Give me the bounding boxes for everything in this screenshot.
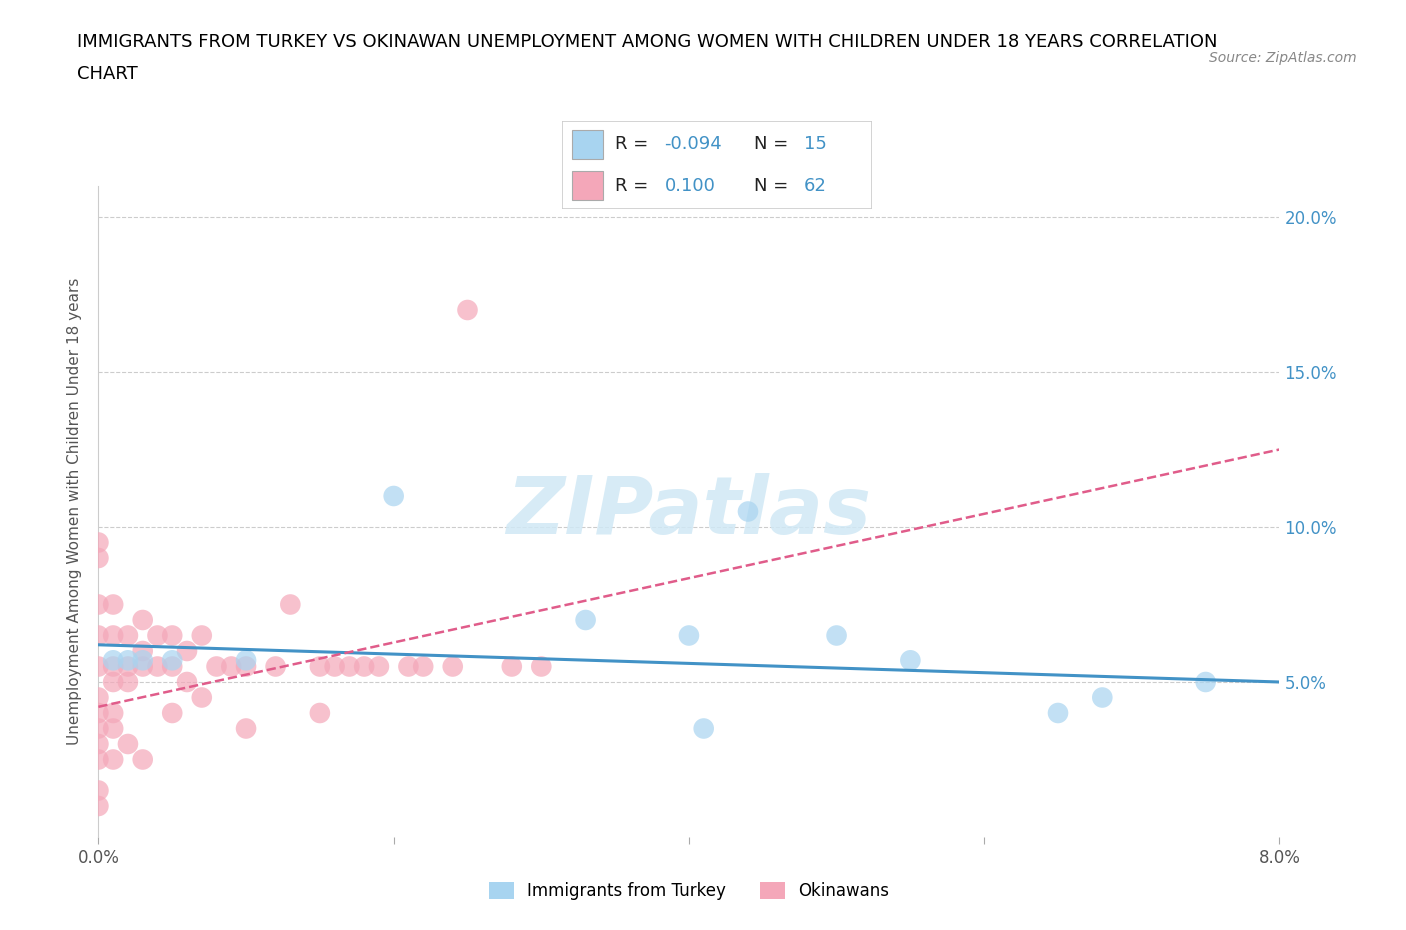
FancyBboxPatch shape bbox=[562, 121, 872, 209]
Point bbox=[103, 674, 125, 689]
Point bbox=[308, 706, 332, 721]
Text: 0.100: 0.100 bbox=[665, 178, 716, 195]
Point bbox=[117, 674, 139, 689]
Point bbox=[396, 659, 419, 674]
Point bbox=[87, 551, 110, 565]
Point bbox=[382, 488, 405, 503]
Point bbox=[501, 659, 523, 674]
Text: IMMIGRANTS FROM TURKEY VS OKINAWAN UNEMPLOYMENT AMONG WOMEN WITH CHILDREN UNDER : IMMIGRANTS FROM TURKEY VS OKINAWAN UNEMP… bbox=[77, 33, 1218, 50]
Point bbox=[103, 653, 125, 668]
Point bbox=[162, 706, 183, 721]
Point bbox=[103, 752, 125, 767]
Point bbox=[441, 659, 464, 674]
Point bbox=[278, 597, 302, 612]
Point bbox=[900, 653, 922, 668]
Point bbox=[87, 799, 110, 814]
Point bbox=[176, 674, 198, 689]
Point bbox=[87, 721, 110, 736]
Point bbox=[132, 613, 155, 628]
Text: 62: 62 bbox=[804, 178, 827, 195]
Text: 15: 15 bbox=[804, 135, 827, 153]
Point bbox=[1194, 674, 1216, 689]
Point bbox=[132, 659, 155, 674]
Point bbox=[87, 659, 110, 674]
Point bbox=[191, 690, 214, 705]
Point bbox=[1046, 706, 1069, 721]
Bar bbox=[572, 130, 603, 159]
Point bbox=[219, 659, 242, 674]
Point bbox=[132, 752, 155, 767]
Point bbox=[146, 628, 169, 643]
Text: Source: ZipAtlas.com: Source: ZipAtlas.com bbox=[1209, 51, 1357, 65]
Point bbox=[132, 644, 155, 658]
Point bbox=[162, 628, 183, 643]
Point bbox=[117, 653, 139, 668]
Y-axis label: Unemployment Among Women with Children Under 18 years: Unemployment Among Women with Children U… bbox=[67, 278, 83, 745]
Point bbox=[693, 721, 716, 736]
Point bbox=[367, 659, 389, 674]
Point bbox=[737, 504, 759, 519]
Point bbox=[117, 628, 139, 643]
Point bbox=[117, 737, 139, 751]
Point bbox=[103, 706, 125, 721]
Point bbox=[87, 597, 110, 612]
Text: -0.094: -0.094 bbox=[665, 135, 723, 153]
Text: N =: N = bbox=[754, 178, 794, 195]
Point bbox=[176, 644, 198, 658]
Point bbox=[87, 752, 110, 767]
Point bbox=[146, 659, 169, 674]
Point bbox=[87, 535, 110, 550]
Point bbox=[205, 659, 228, 674]
Point bbox=[87, 706, 110, 721]
Text: CHART: CHART bbox=[77, 65, 138, 83]
Point bbox=[412, 659, 434, 674]
Point bbox=[308, 659, 332, 674]
Point bbox=[103, 597, 125, 612]
Text: N =: N = bbox=[754, 135, 794, 153]
Point bbox=[162, 653, 183, 668]
Point bbox=[103, 659, 125, 674]
Point bbox=[191, 628, 214, 643]
Point bbox=[323, 659, 346, 674]
Point bbox=[235, 721, 257, 736]
Point bbox=[162, 659, 183, 674]
Point bbox=[825, 628, 848, 643]
Point bbox=[574, 613, 596, 628]
Point bbox=[132, 653, 155, 668]
Point bbox=[235, 653, 257, 668]
Bar bbox=[572, 171, 603, 201]
Point bbox=[87, 783, 110, 798]
Point bbox=[235, 659, 257, 674]
Text: R =: R = bbox=[614, 178, 654, 195]
Point bbox=[337, 659, 360, 674]
Point bbox=[530, 659, 553, 674]
Text: ZIPatlas: ZIPatlas bbox=[506, 472, 872, 551]
Point bbox=[87, 737, 110, 751]
Point bbox=[87, 628, 110, 643]
Point bbox=[678, 628, 700, 643]
Point bbox=[264, 659, 287, 674]
Point bbox=[456, 302, 478, 317]
Text: R =: R = bbox=[614, 135, 654, 153]
Point bbox=[1091, 690, 1114, 705]
Point bbox=[353, 659, 375, 674]
Point bbox=[117, 659, 139, 674]
Point bbox=[103, 721, 125, 736]
Point bbox=[87, 690, 110, 705]
Legend: Immigrants from Turkey, Okinawans: Immigrants from Turkey, Okinawans bbox=[482, 875, 896, 907]
Point bbox=[103, 628, 125, 643]
